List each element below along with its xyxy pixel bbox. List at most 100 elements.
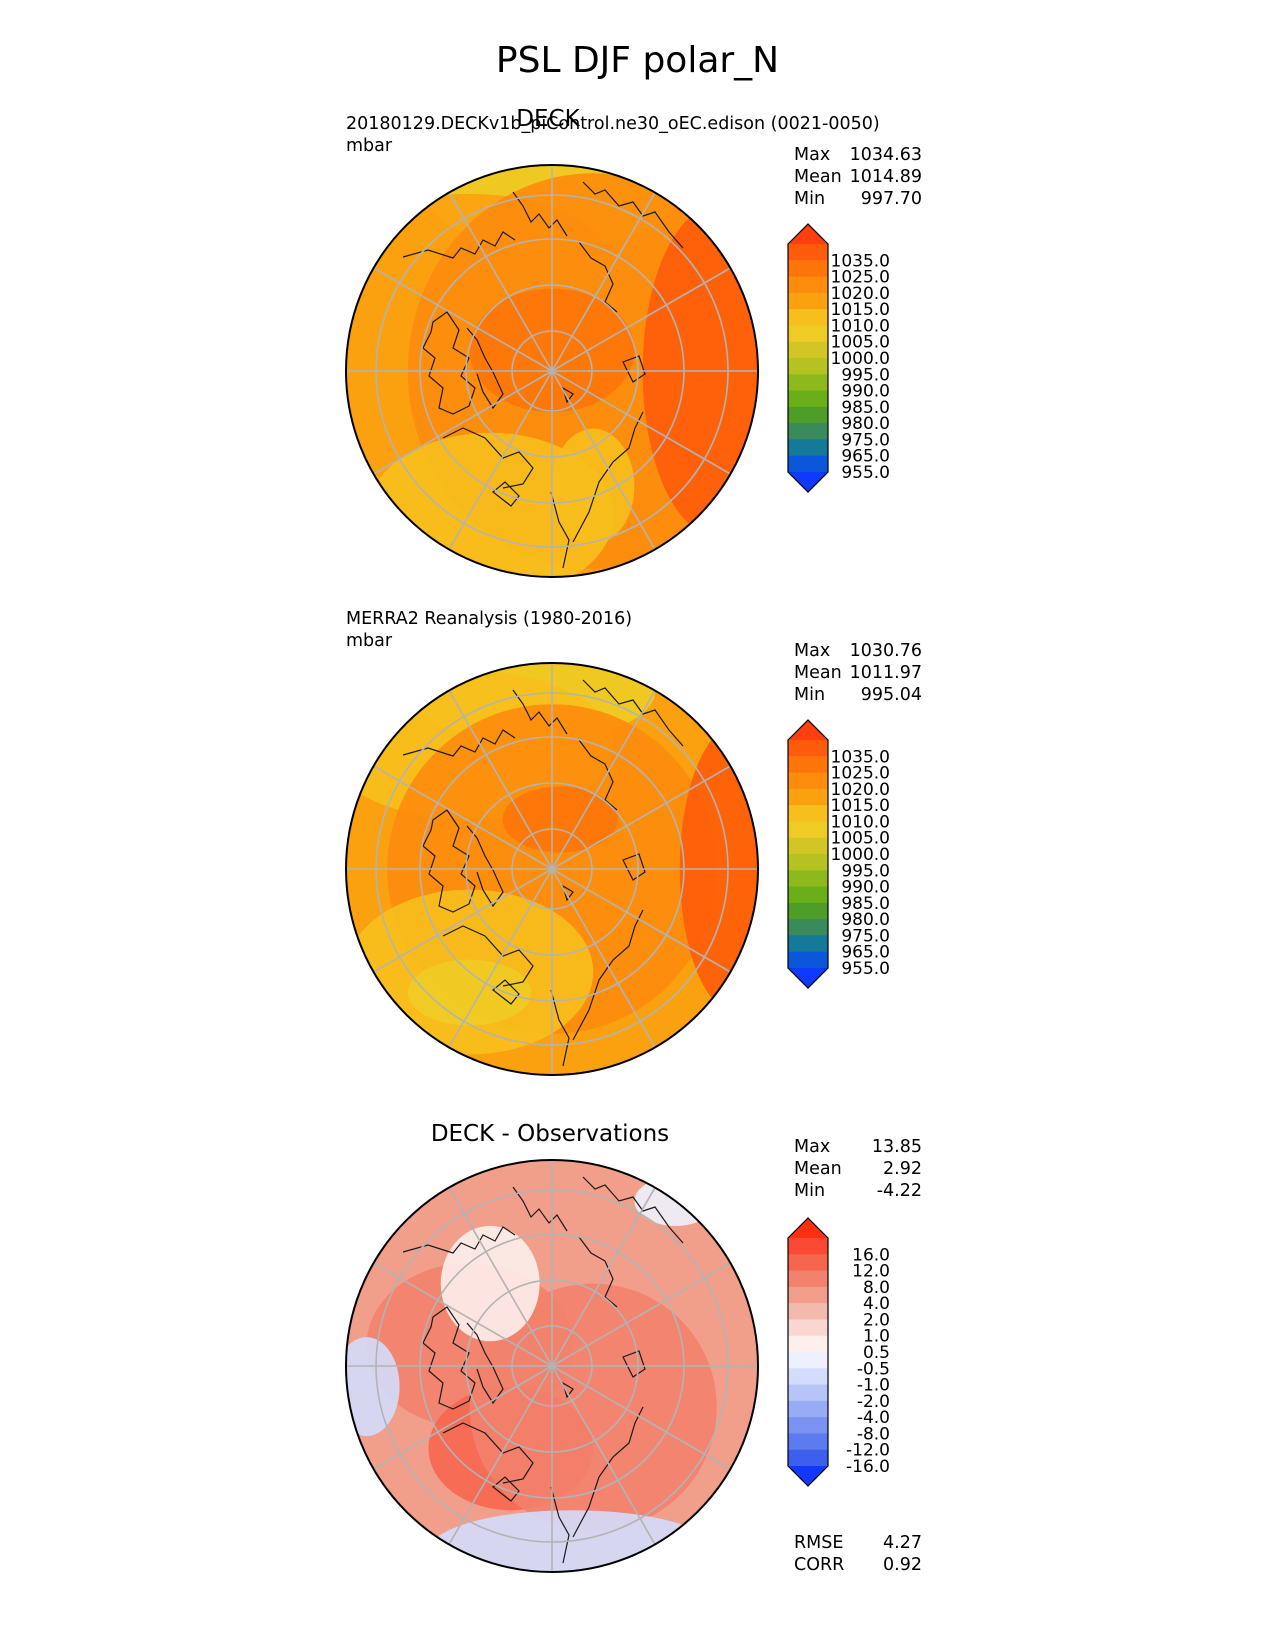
colorbar-tick-label: -1.0 — [857, 1376, 890, 1396]
coastline-segment — [578, 739, 618, 811]
coastline-segment — [622, 853, 646, 881]
coastline-segment — [512, 191, 568, 237]
graticule — [346, 663, 758, 1075]
stat-mean: Mean 2.92 — [794, 1159, 922, 1179]
colorbar-tick-label: 980.0 — [841, 414, 890, 434]
colorbar-bin — [788, 821, 828, 839]
colorbar-bin — [788, 390, 828, 408]
colorbar-tick-label: 975.0 — [841, 430, 890, 450]
colorbar-tick-label: 965.0 — [841, 447, 890, 467]
colorbar-tick-label: -16.0 — [846, 1457, 890, 1477]
colorbar-tick-label: 985.0 — [841, 398, 890, 418]
colorbar-tick-label: 16.0 — [852, 1245, 890, 1265]
coastline-segment — [512, 1186, 568, 1232]
field-region — [552, 428, 635, 545]
colorbar-extend-max — [788, 720, 828, 740]
stat-min: Min 997.70 — [794, 189, 922, 209]
colorbar-bin — [788, 1433, 828, 1451]
colorbar-tick-label: -0.5 — [857, 1359, 890, 1379]
colorbar-bin — [788, 870, 828, 887]
colorbar-tick-label: 2.0 — [863, 1310, 890, 1330]
colorbar-bin — [788, 1352, 828, 1369]
figure-title: PSL DJF polar_N — [495, 40, 780, 81]
colorbar-tick-label: 995.0 — [841, 365, 890, 385]
coastline-segment — [402, 1226, 516, 1254]
panel2-stats: Max 1030.76 Mean 1011.97 Min 995.04 — [794, 640, 922, 706]
colorbar-extend-min — [788, 472, 828, 492]
coastline-segment — [572, 909, 644, 1041]
colorbar-tick-label: 955.0 — [841, 959, 890, 979]
panel2-units: mbar — [346, 631, 393, 651]
coastline-segment — [422, 311, 476, 415]
colorbar-bin — [788, 1384, 828, 1402]
metric-corr: CORR 0.92 — [794, 1555, 922, 1575]
colorbar-tick-label: 8.0 — [863, 1278, 890, 1298]
coastline-segment — [578, 1236, 618, 1308]
colorbar-bin — [788, 935, 828, 953]
coastline-segment — [622, 1350, 646, 1378]
colorbar-bin — [788, 358, 828, 375]
coastline-segment — [582, 679, 684, 747]
colorbar-tick-label: -4.0 — [857, 1408, 890, 1428]
colorbar-bin — [788, 455, 828, 473]
coastline-segment — [572, 1406, 644, 1538]
stat-min: Min 995.04 — [794, 685, 922, 705]
meridian — [365, 868, 553, 978]
coastline-segment — [466, 825, 504, 908]
colorbar-extend-max — [788, 224, 828, 244]
coastline-segment — [442, 925, 534, 987]
coastline-segment — [550, 989, 570, 1067]
coastline — [402, 181, 684, 569]
map-panel3 — [345, 1159, 759, 1573]
colorbar-tick-label: 4.0 — [863, 1294, 890, 1314]
meridian — [551, 370, 661, 558]
colorbar-bin — [788, 341, 828, 359]
colorbar-bin — [788, 919, 828, 936]
panel1-title: DECK — [516, 106, 580, 132]
panel2-run-label: MERRA2 Reanalysis (1980-2016) — [346, 609, 633, 629]
colorbar-tick-label: 975.0 — [841, 926, 890, 946]
colorbar-bin — [788, 292, 828, 310]
map-boundary — [345, 662, 759, 1076]
coastline-segment — [442, 1422, 534, 1484]
colorbar-tick-label: 1020.0 — [831, 284, 890, 304]
colorbar-tick-label: 1025.0 — [831, 764, 890, 784]
meridian — [551, 370, 739, 480]
meridian — [365, 1365, 553, 1475]
colorbar-bin — [788, 1319, 828, 1337]
meridian — [365, 370, 553, 480]
colorbar-bin — [788, 740, 828, 757]
colorbar-bin — [788, 1254, 828, 1271]
coastline-segment — [578, 241, 618, 313]
colorbar-bin — [788, 772, 828, 790]
colorbar-tick-label: 965.0 — [841, 943, 890, 963]
meridian — [551, 1179, 661, 1367]
colorbar-tick-label: 1010.0 — [831, 316, 890, 336]
coastline-segment — [466, 1322, 504, 1405]
map-panel1 — [345, 164, 759, 578]
panel3-metrics: RMSE 4.27 CORR 0.92 — [794, 1532, 922, 1576]
colorbar-bin — [788, 1417, 828, 1434]
colorbar-tick-label: 0.5 — [863, 1343, 890, 1363]
colorbar-tick-label: 1020.0 — [831, 780, 890, 800]
colorbar-tick-label: 1025.0 — [831, 268, 890, 288]
colorbar-tick-label: -2.0 — [857, 1392, 890, 1412]
colorbar-tick-label: 995.0 — [841, 861, 890, 881]
coastline-segment — [550, 491, 570, 569]
colorbar-bin — [788, 325, 828, 343]
colorbar-bin — [788, 805, 828, 822]
colorbar-panel1: 1035.01025.01020.01015.01010.01005.01000… — [787, 223, 890, 493]
coastline-segment — [582, 181, 684, 249]
colorbar-bin — [788, 1270, 828, 1288]
panel3-title: DECK - Observations — [430, 1121, 670, 1147]
colorbar-bin — [788, 276, 828, 294]
stat-max: Max 13.85 — [794, 1137, 922, 1157]
colorbar-bin — [788, 1400, 828, 1418]
coastline-segment — [572, 411, 644, 543]
coastline-segment — [512, 689, 568, 735]
colorbar-tick-label: 1.0 — [863, 1327, 890, 1347]
colorbar-outline — [787, 223, 829, 493]
meridian — [551, 1365, 739, 1475]
meridian — [443, 184, 553, 372]
colorbar-bin — [788, 886, 828, 904]
